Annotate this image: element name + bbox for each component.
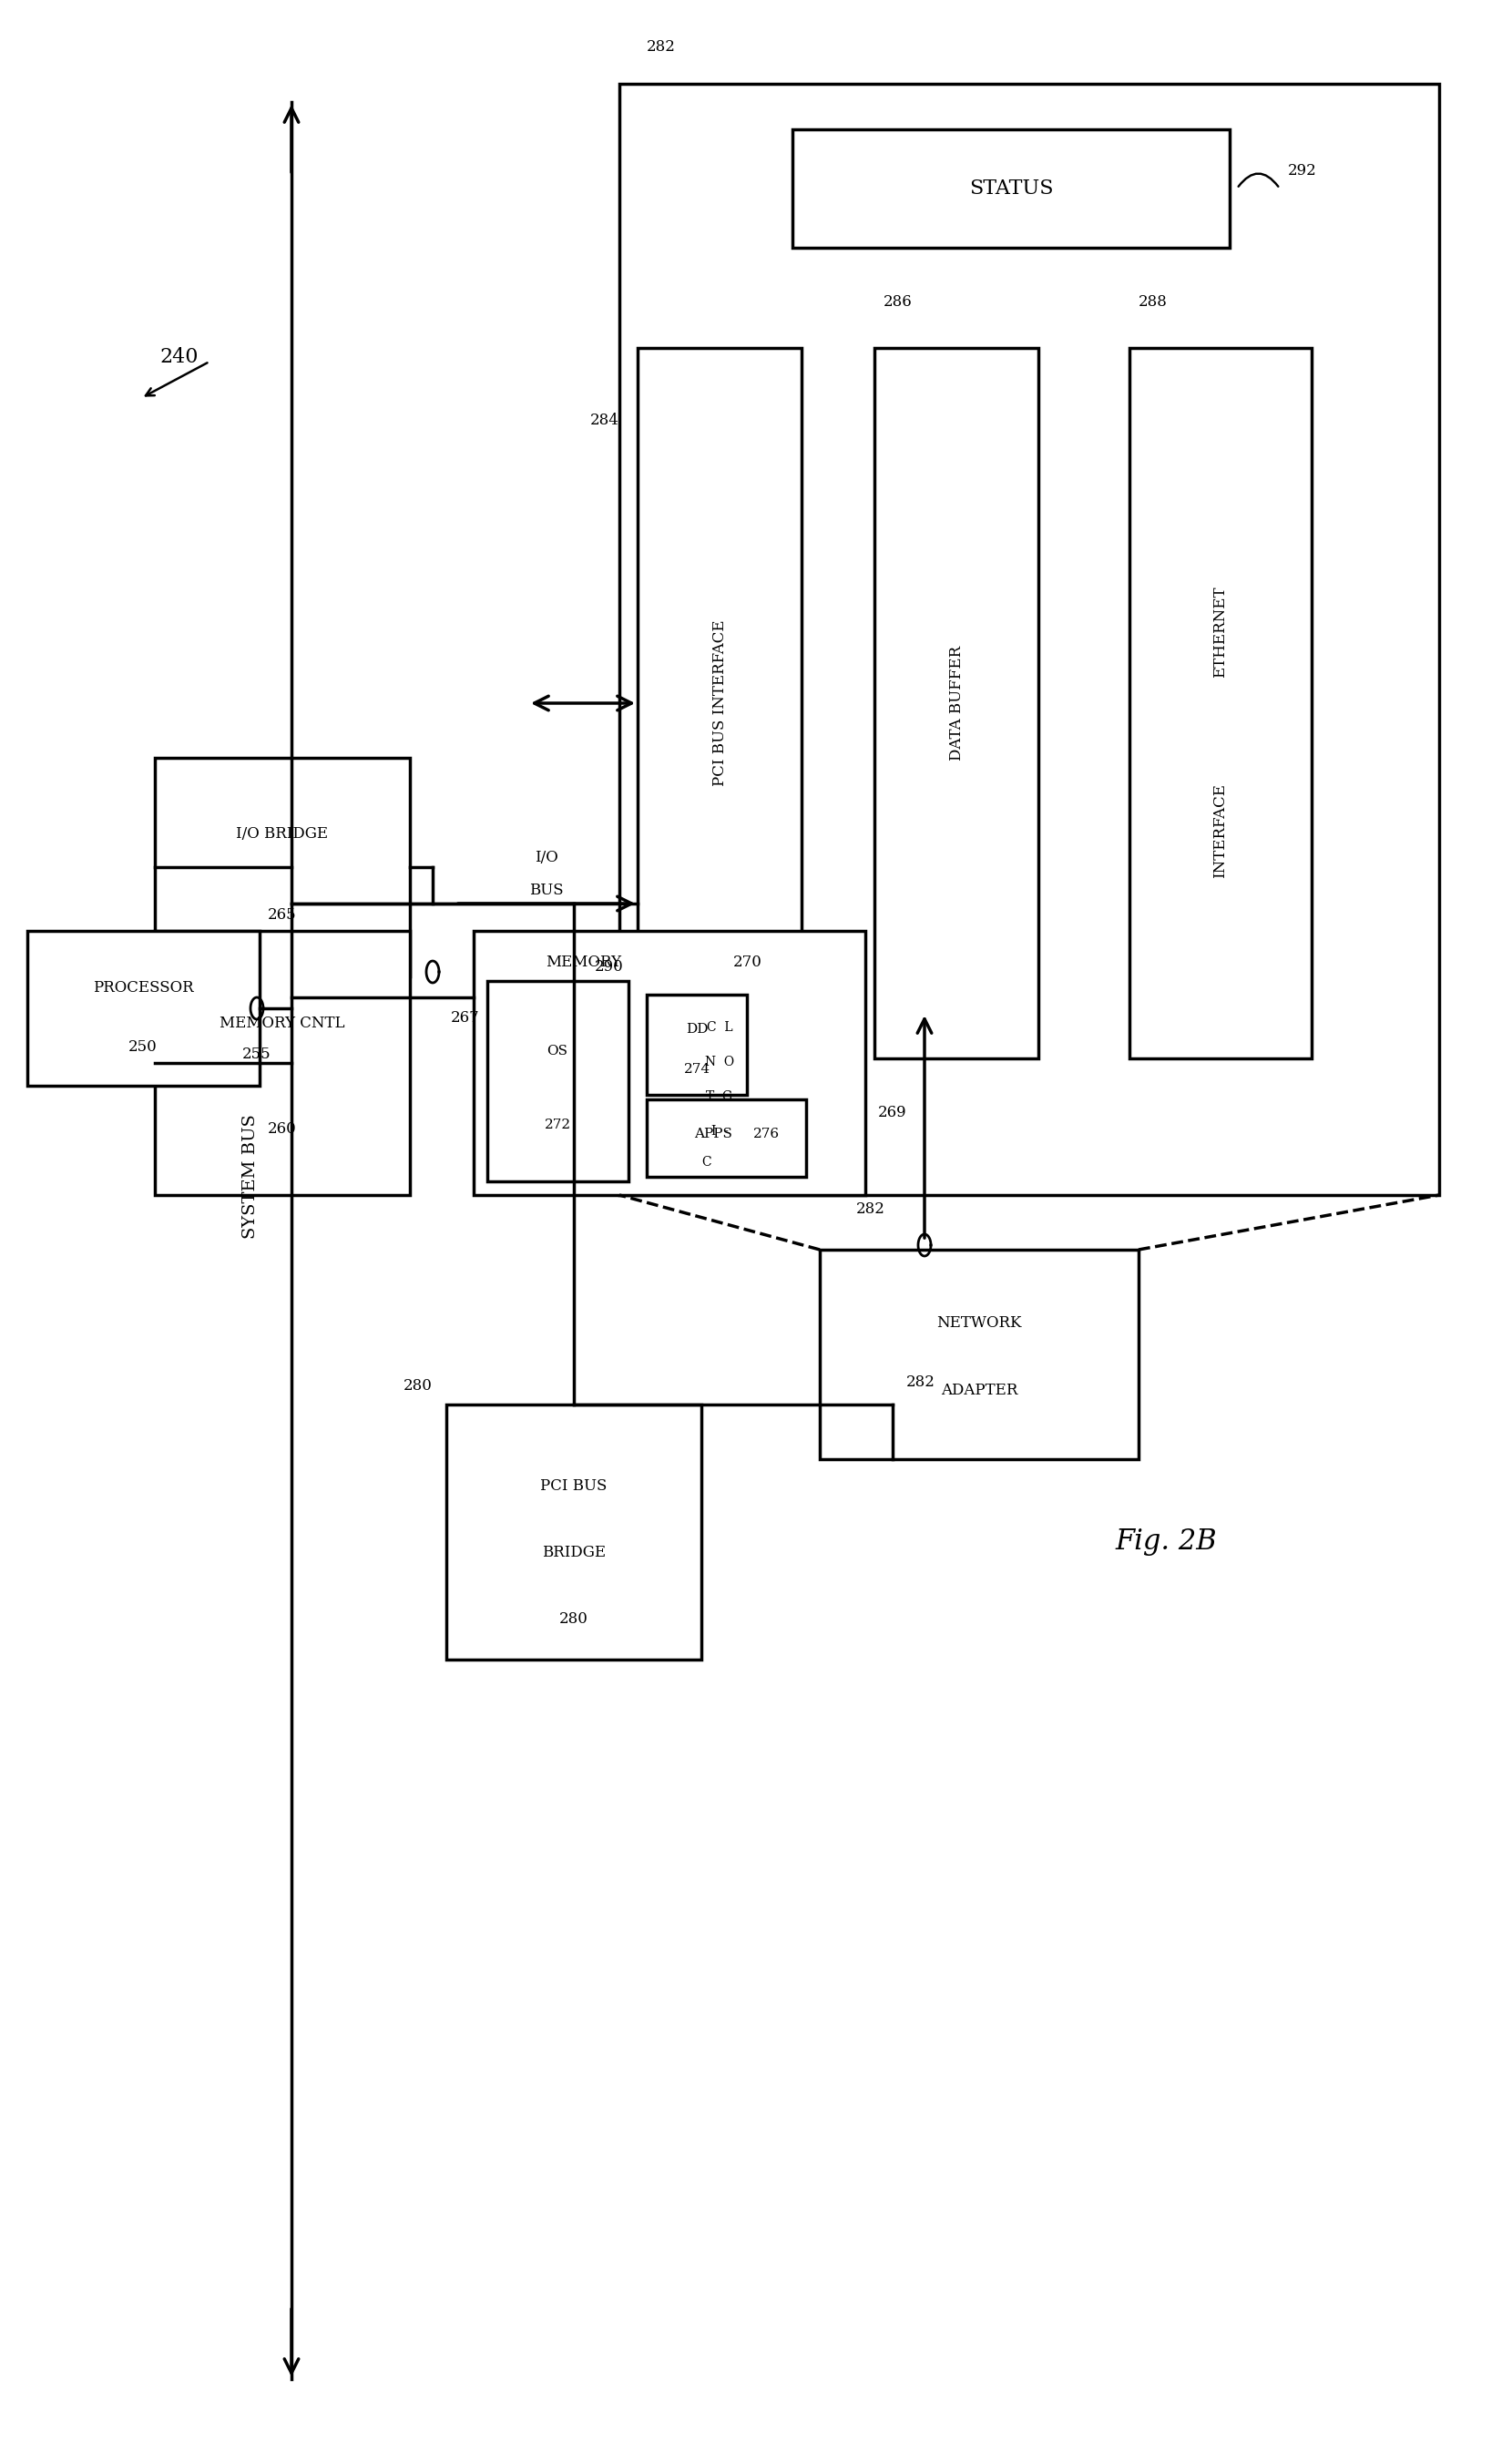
FancyBboxPatch shape xyxy=(792,130,1229,248)
Text: MEMORY CNTL: MEMORY CNTL xyxy=(219,1015,345,1032)
Text: 280: 280 xyxy=(559,1611,588,1626)
Text: 286: 286 xyxy=(883,294,912,309)
FancyBboxPatch shape xyxy=(27,932,260,1086)
FancyBboxPatch shape xyxy=(473,932,865,1194)
Text: Fig. 2B: Fig. 2B xyxy=(1114,1528,1217,1555)
Text: 270: 270 xyxy=(733,954,762,971)
Text: ADAPTER: ADAPTER xyxy=(940,1383,1018,1398)
FancyBboxPatch shape xyxy=(647,996,747,1096)
FancyBboxPatch shape xyxy=(487,981,629,1182)
Text: APPS: APPS xyxy=(694,1128,733,1140)
Text: I  -: I - xyxy=(711,1125,729,1138)
Text: 276: 276 xyxy=(753,1128,780,1140)
Text: 282: 282 xyxy=(906,1373,936,1390)
Text: 282: 282 xyxy=(647,39,676,54)
Text: T  G: T G xyxy=(706,1091,733,1103)
Text: C: C xyxy=(702,1155,711,1170)
Text: OS: OS xyxy=(547,1045,569,1057)
Text: 284: 284 xyxy=(590,412,620,429)
Text: N  O: N O xyxy=(705,1057,735,1069)
Text: 240: 240 xyxy=(159,348,198,368)
FancyBboxPatch shape xyxy=(874,348,1039,1059)
Text: DATA BUFFER: DATA BUFFER xyxy=(948,645,965,760)
Text: STATUS: STATUS xyxy=(969,179,1054,199)
FancyBboxPatch shape xyxy=(154,758,410,976)
Text: DD: DD xyxy=(685,1022,708,1037)
FancyBboxPatch shape xyxy=(1129,348,1311,1059)
Text: 272: 272 xyxy=(544,1118,570,1133)
Text: I/O: I/O xyxy=(535,851,558,866)
Text: PROCESSOR: PROCESSOR xyxy=(92,981,194,996)
Text: 282: 282 xyxy=(856,1201,885,1216)
Text: 250: 250 xyxy=(129,1040,157,1054)
Text: SYSTEM BUS: SYSTEM BUS xyxy=(242,1116,259,1238)
Text: MEMORY: MEMORY xyxy=(546,954,621,971)
Text: I/O BRIDGE: I/O BRIDGE xyxy=(236,826,328,841)
Text: 265: 265 xyxy=(268,907,296,922)
Text: BUS: BUS xyxy=(529,883,564,897)
Text: C  L: C L xyxy=(706,1020,733,1035)
FancyBboxPatch shape xyxy=(647,1098,806,1177)
Text: INTERFACE: INTERFACE xyxy=(1213,785,1228,878)
Text: PCI BUS: PCI BUS xyxy=(540,1479,608,1493)
Text: 255: 255 xyxy=(242,1047,271,1062)
Text: ETHERNET: ETHERNET xyxy=(1213,586,1228,677)
Text: 290: 290 xyxy=(596,959,624,976)
FancyBboxPatch shape xyxy=(638,348,801,1059)
Text: PCI BUS INTERFACE: PCI BUS INTERFACE xyxy=(712,620,727,787)
Text: BRIDGE: BRIDGE xyxy=(541,1545,606,1559)
Text: 288: 288 xyxy=(1139,294,1167,309)
Text: 260: 260 xyxy=(268,1121,296,1138)
FancyBboxPatch shape xyxy=(620,83,1439,1194)
FancyBboxPatch shape xyxy=(446,1405,702,1660)
Text: 280: 280 xyxy=(404,1378,432,1395)
Text: 274: 274 xyxy=(683,1064,711,1076)
FancyBboxPatch shape xyxy=(638,996,801,1177)
Text: NETWORK: NETWORK xyxy=(936,1314,1022,1331)
Text: 292: 292 xyxy=(1288,162,1317,179)
Text: 269: 269 xyxy=(877,1106,906,1121)
FancyBboxPatch shape xyxy=(820,1251,1139,1459)
Text: 267: 267 xyxy=(451,1010,479,1025)
FancyBboxPatch shape xyxy=(154,932,410,1194)
